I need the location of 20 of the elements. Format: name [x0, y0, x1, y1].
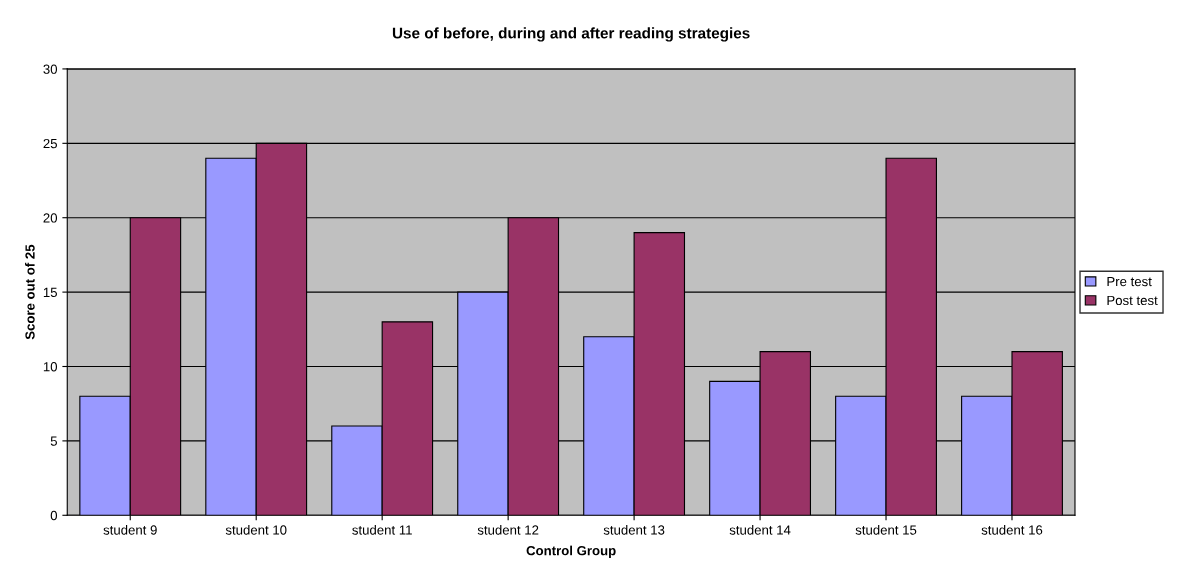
y-tick-label: 5: [50, 436, 57, 446]
x-tick-label: student 16: [981, 525, 1043, 535]
y-tick-label: 25: [43, 138, 57, 149]
x-axis-title: Control Group: [526, 545, 616, 558]
y-tick-label: 0: [50, 510, 58, 521]
x-tick-label: student 11: [352, 525, 412, 535]
y-tick-label: 30: [43, 64, 58, 74]
y-tick-label: 15: [43, 287, 57, 298]
x-tick-label: student 15: [855, 525, 917, 535]
chart-title: Use of before, during and after reading strategies: [392, 27, 750, 42]
y-axis-title: Score out of 25: [25, 244, 35, 340]
x-tick-label: student 13: [603, 525, 665, 535]
x-tick-label: student 10: [225, 525, 287, 535]
y-tick-label: 10: [43, 362, 58, 372]
x-tick-label: student 12: [477, 525, 539, 535]
x-tick-label: student 9: [103, 525, 157, 535]
y-tick-label: 20: [43, 213, 58, 223]
legend-label: Post test: [1107, 295, 1158, 306]
x-tick-label: student 14: [729, 525, 791, 535]
legend-label: Pre test: [1107, 276, 1152, 287]
